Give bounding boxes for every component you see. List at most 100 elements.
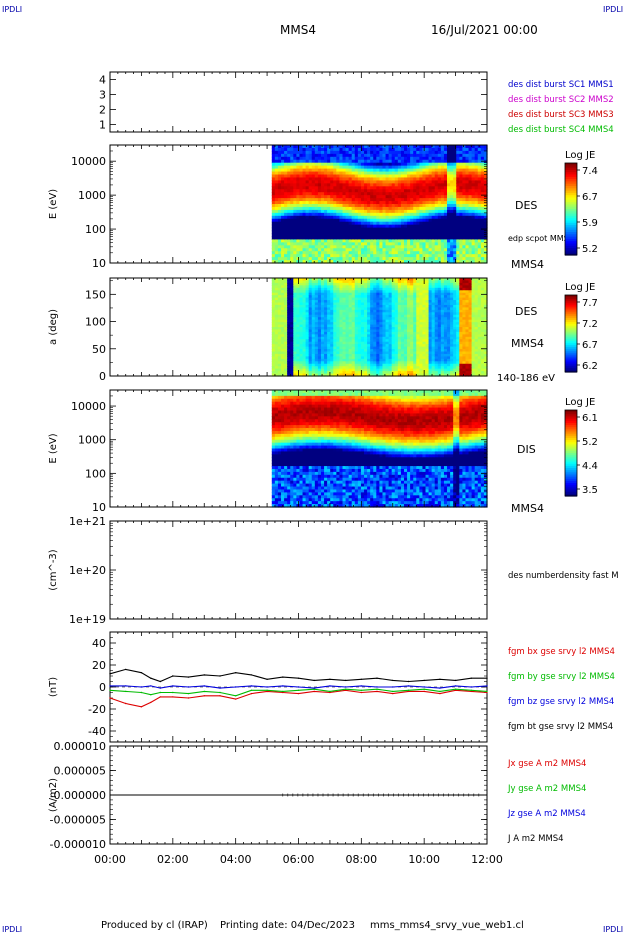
heatmap-cell — [373, 221, 377, 226]
heatmap-cell — [416, 186, 420, 190]
heatmap-cell — [391, 349, 396, 353]
heatmap-cell — [364, 251, 368, 255]
heatmap-cell — [391, 260, 396, 264]
heatmap-cell — [287, 147, 291, 152]
heatmap-cell — [434, 224, 439, 229]
heatmap-cell — [327, 192, 331, 196]
heatmap-cell — [308, 257, 313, 261]
heatmap-cell — [385, 282, 390, 286]
heatmap-cell — [410, 319, 414, 323]
heatmap-cell — [440, 180, 445, 184]
heatmap-cell — [400, 209, 405, 214]
heatmap-cell — [351, 251, 356, 255]
heatmap-cell — [274, 198, 279, 202]
heatmap-cell — [391, 180, 396, 184]
heatmap-cell — [403, 307, 408, 311]
heatmap-cell — [385, 165, 390, 170]
heatmap-cell — [382, 295, 387, 299]
heatmap-cell — [428, 204, 433, 208]
heatmap-cell — [324, 221, 328, 226]
heatmap-cell — [311, 300, 316, 304]
heatmap-cell — [391, 285, 396, 289]
heatmap-cell — [330, 159, 334, 164]
heatmap-cell — [364, 344, 368, 348]
heatmap-cell — [360, 302, 365, 306]
heatmap-cell — [360, 150, 365, 155]
heatmap-cell — [367, 204, 371, 208]
heatmap-cell — [277, 297, 282, 301]
heatmap-cell — [336, 239, 341, 243]
heatmap-cell — [447, 156, 451, 161]
heatmap-cell — [314, 147, 319, 152]
heatmap-cell — [281, 304, 285, 308]
heatmap-cell — [311, 309, 316, 313]
heatmap-cell — [357, 361, 362, 365]
heatmap-cell — [367, 153, 371, 158]
heatmap-cell — [413, 295, 417, 299]
heatmap-cell — [317, 366, 322, 370]
heatmap-cell — [403, 280, 408, 284]
heatmap-cell — [480, 183, 485, 187]
heatmap-cell — [284, 159, 288, 164]
heatmap-cell — [397, 300, 402, 304]
heatmap-cell — [373, 302, 377, 306]
heatmap-cell — [471, 195, 476, 199]
heatmap-cell — [379, 358, 384, 362]
heatmap-cell — [434, 227, 439, 232]
heatmap-cell — [431, 147, 436, 152]
heatmap-cell — [400, 349, 405, 353]
heatmap-cell — [330, 280, 334, 284]
heatmap-cell — [360, 145, 365, 149]
heatmap-cell — [360, 341, 365, 345]
heatmap-cell — [407, 209, 411, 214]
heatmap-cell — [391, 373, 396, 377]
heatmap-cell — [299, 304, 304, 308]
heatmap-cell — [367, 165, 371, 170]
heatmap-cell — [287, 344, 291, 348]
heatmap-cell — [336, 363, 341, 367]
heatmap-cell — [465, 221, 470, 226]
heatmap-cell — [407, 150, 411, 155]
heatmap-cell — [311, 171, 316, 176]
heatmap-cell — [327, 278, 331, 282]
heatmap-cell — [311, 186, 316, 190]
heatmap-cell — [400, 280, 405, 284]
heatmap-cell — [477, 218, 482, 223]
heatmap-cell — [290, 218, 294, 223]
heatmap-cell — [314, 322, 319, 326]
heatmap-cell — [277, 314, 282, 318]
heatmap-cell — [339, 153, 344, 158]
heatmap-cell — [287, 239, 291, 243]
heatmap-cell — [370, 239, 374, 243]
heatmap-cell — [308, 145, 313, 149]
heatmap-cell — [382, 322, 387, 326]
heatmap-cell — [293, 285, 297, 289]
heatmap-cell — [382, 312, 387, 316]
heatmap-cell — [370, 221, 374, 226]
heatmap-cell — [373, 319, 377, 323]
heatmap-cell — [434, 195, 439, 199]
heatmap-cell — [284, 245, 288, 249]
heatmap-cell — [320, 177, 325, 181]
heatmap-cell — [339, 334, 344, 338]
heatmap-cell — [351, 363, 356, 367]
heatmap-cell — [305, 280, 310, 284]
heatmap-cell — [284, 212, 288, 217]
heatmap-cell — [317, 280, 322, 284]
heatmap-cell — [397, 297, 402, 301]
heatmap-cell — [271, 363, 276, 367]
heatmap-cell — [400, 300, 405, 304]
heatmap-cell — [299, 168, 304, 173]
heatmap-cell — [440, 150, 445, 155]
heatmap-cell — [327, 165, 331, 170]
heatmap-cell — [354, 344, 359, 348]
heatmap-cell — [342, 177, 347, 181]
heatmap-cell — [305, 341, 310, 345]
heatmap-cell — [373, 366, 377, 370]
heatmap-cell — [425, 221, 430, 226]
heatmap-cell — [317, 195, 322, 199]
heatmap-cell — [339, 324, 344, 328]
heatmap-cell — [317, 204, 322, 208]
heatmap-cell — [320, 361, 325, 365]
heatmap-cell — [425, 227, 430, 232]
